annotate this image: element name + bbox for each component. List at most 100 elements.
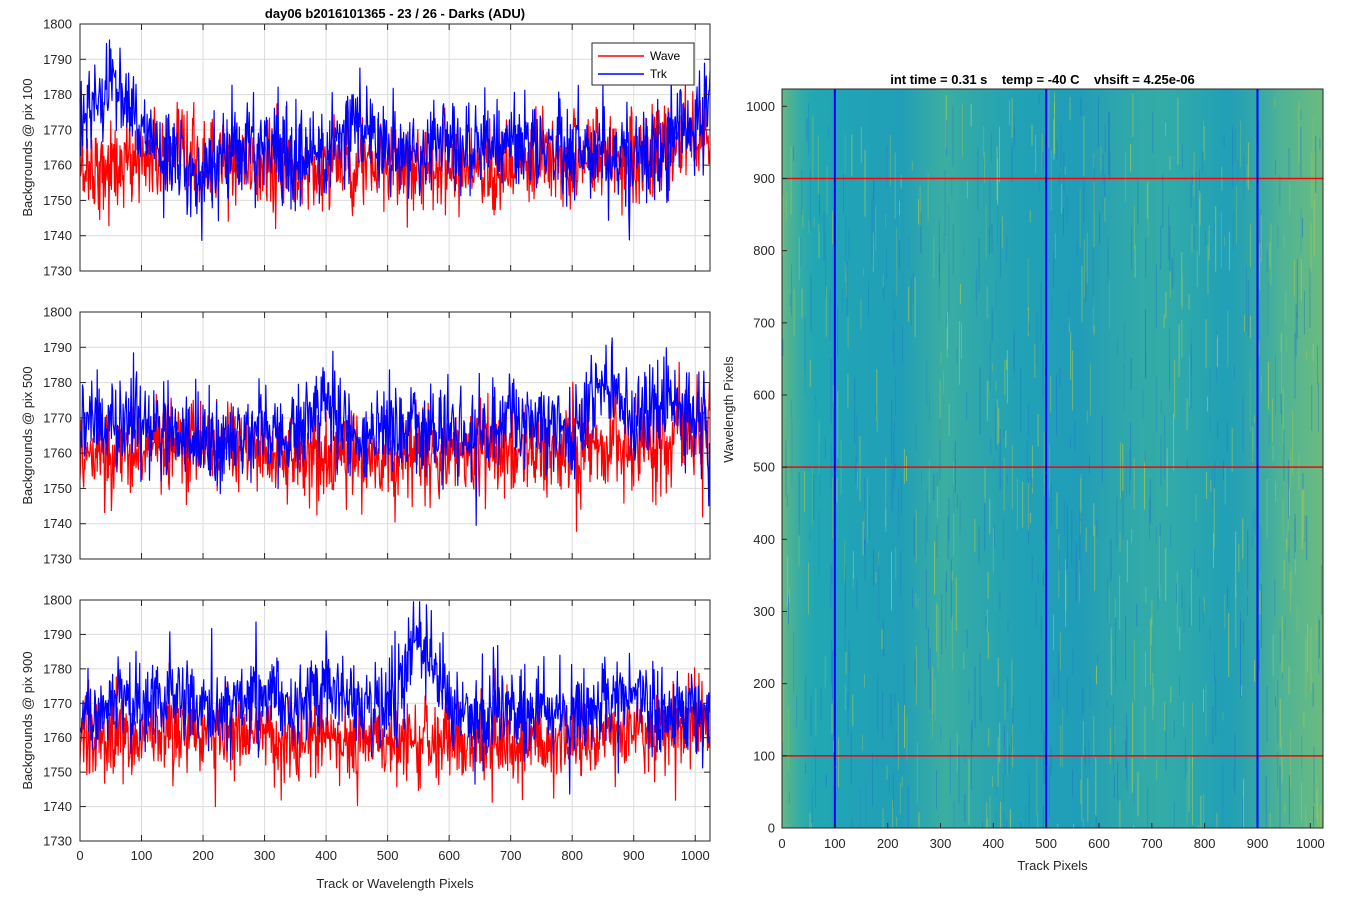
- heatmap-streak: [801, 288, 803, 318]
- heatmap-streak: [914, 277, 916, 337]
- heatmap-streak: [1311, 385, 1313, 431]
- heatmap-streaks: [782, 89, 1324, 828]
- heatmap-streak: [963, 247, 965, 256]
- heatmap-streak: [976, 267, 978, 318]
- heatmap-streak: [893, 331, 895, 366]
- heatmap-streak: [943, 370, 944, 394]
- heatmap-streak: [936, 770, 937, 809]
- y-tick-label: 1800: [43, 593, 72, 608]
- heatmap-streak: [1011, 97, 1013, 138]
- heatmap-streak: [1260, 375, 1262, 394]
- heatmap-streak: [997, 737, 999, 787]
- heatmap-streak: [1301, 735, 1303, 783]
- heatmap-streak: [1268, 414, 1270, 446]
- heatmap-streak: [1209, 626, 1211, 647]
- heatmap-streak: [1243, 315, 1245, 332]
- heatmap-streak: [951, 570, 953, 581]
- heatmap-streak: [1144, 450, 1146, 465]
- y-tick-label: 1730: [43, 552, 72, 567]
- heatmap-streak: [1155, 526, 1157, 544]
- heatmap-streak: [800, 237, 802, 266]
- axes-frame: [79, 23, 711, 272]
- heatmap-streak: [1206, 471, 1208, 499]
- heatmap-streak: [988, 227, 990, 255]
- heatmap-streak: [876, 419, 878, 433]
- heatmap-streak: [1307, 623, 1309, 673]
- heatmap-streak: [1074, 420, 1076, 451]
- heatmap-streak: [1242, 518, 1244, 560]
- heatmap-streak: [946, 314, 948, 326]
- heatmap-streak: [1079, 187, 1081, 248]
- heatmap-streak: [813, 474, 815, 520]
- heatmap-streak: [787, 707, 789, 770]
- heatmap-streak: [946, 329, 948, 358]
- heatmap-streak: [1224, 236, 1226, 246]
- heatmap-streak: [1240, 618, 1241, 685]
- heatmap-streak: [1312, 343, 1314, 362]
- heatmap-streak: [892, 291, 894, 353]
- heatmap-streak: [1155, 264, 1157, 329]
- heatmap-streak: [973, 825, 975, 828]
- heatmap-streak: [860, 126, 862, 164]
- heatmap-streak: [1254, 506, 1256, 533]
- heatmap-streak: [958, 745, 960, 804]
- heatmap-streak: [1249, 369, 1251, 432]
- heatmap-streak: [1064, 166, 1066, 175]
- heatmap-streak: [1277, 679, 1279, 743]
- tick-labels: 1730 1740 1750 1760 1770 1780 1790 1800: [43, 305, 710, 567]
- heatmap-streak: [1312, 682, 1314, 707]
- heatmap-streak: [989, 796, 991, 828]
- heatmap-streak: [1075, 542, 1077, 601]
- heatmap-streak: [1208, 225, 1210, 261]
- heatmap-streak: [1169, 156, 1171, 170]
- heatmap-streak: [999, 428, 1001, 491]
- heatmap-streak: [960, 323, 962, 359]
- y-axis-label: Wavelength Pixels: [721, 356, 736, 463]
- heatmap-streak: [1073, 823, 1074, 828]
- heatmap-streak: [1275, 355, 1276, 415]
- heatmap-streak: [932, 666, 934, 714]
- heatmap-streak: [1298, 102, 1300, 163]
- heatmap-streak: [979, 653, 981, 721]
- heatmap-streak: [934, 678, 936, 721]
- y-tick-label: 800: [753, 243, 775, 258]
- heatmap-streak: [782, 679, 784, 742]
- heatmap-streak: [947, 312, 948, 350]
- series-line-trk: [79, 39, 711, 241]
- heatmap-streak: [927, 173, 929, 222]
- heatmap-streak: [979, 367, 981, 435]
- heatmap-streak: [1150, 617, 1152, 646]
- heatmap-streak: [1068, 290, 1070, 325]
- heatmap-streak: [995, 279, 997, 312]
- heatmap-streak: [819, 200, 821, 233]
- heatmap-streak: [895, 377, 896, 417]
- axes-frame: [79, 599, 711, 842]
- heatmap-streak: [1197, 825, 1199, 828]
- heatmap-streak: [848, 640, 850, 709]
- heatmap-streak: [986, 802, 988, 828]
- heatmap-streak: [1005, 430, 1007, 448]
- heatmap-streak: [1282, 388, 1284, 445]
- heatmap-streak: [908, 234, 910, 269]
- heatmap-streak: [1310, 628, 1312, 692]
- heatmap-streak: [1136, 603, 1138, 627]
- heatmap-streak: [1131, 529, 1133, 544]
- heatmap-streak: [1030, 471, 1032, 480]
- heatmap-streak: [1223, 134, 1225, 149]
- heatmap-streak: [1003, 774, 1004, 804]
- heatmap-streak: [1111, 636, 1113, 695]
- heatmap-streak: [963, 652, 965, 670]
- heatmap-streak: [1066, 195, 1068, 224]
- heatmap-streak: [1125, 739, 1127, 769]
- heatmap-streak: [831, 567, 833, 585]
- heatmap-streak: [1170, 686, 1172, 703]
- heatmap-streak: [1116, 496, 1118, 547]
- heatmap-streak: [862, 734, 863, 751]
- heatmap-streak: [1296, 259, 1298, 318]
- heatmap-streak: [1269, 242, 1271, 268]
- heatmap-streak: [819, 444, 821, 498]
- y-tick-label: 1800: [43, 305, 72, 320]
- heatmap-streak: [1086, 410, 1088, 424]
- heatmap-streak: [939, 380, 941, 440]
- heatmap-streak: [836, 477, 838, 503]
